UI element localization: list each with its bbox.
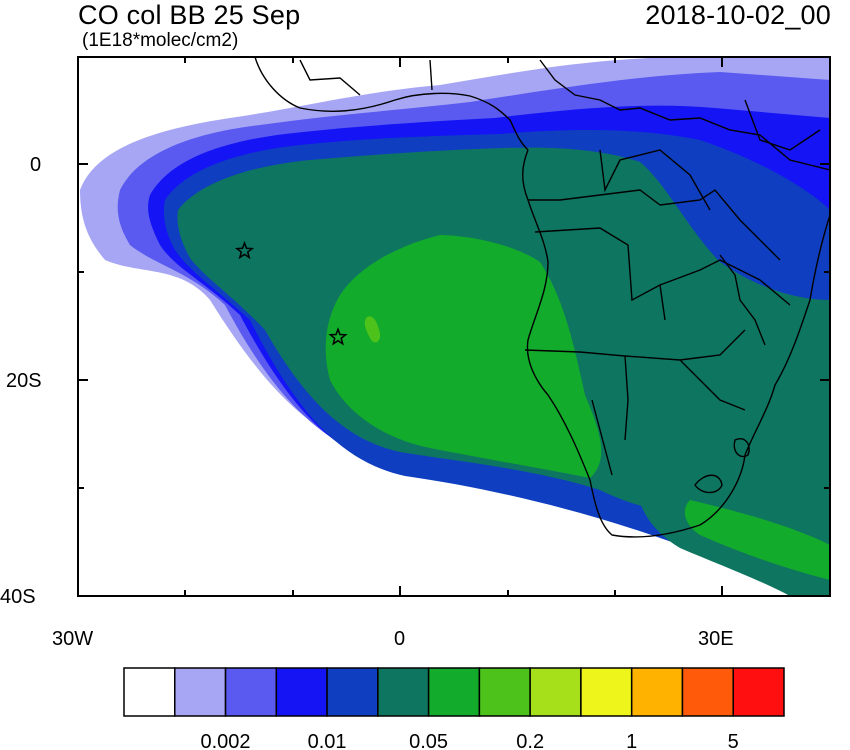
coastline-east-africa bbox=[744, 214, 830, 456]
colorbar-swatch bbox=[529, 667, 582, 717]
coastline-west-africa bbox=[254, 57, 529, 151]
units-label: (1E18*molec/cm2) bbox=[82, 30, 239, 51]
colorbar-swatch bbox=[580, 667, 633, 717]
border-12 bbox=[599, 149, 711, 211]
star-marker-1 bbox=[234, 240, 255, 260]
contour-level-6b bbox=[684, 500, 830, 580]
lat-label-40s: 40S bbox=[0, 586, 36, 608]
border-7 bbox=[659, 259, 791, 306]
lake-1 bbox=[733, 438, 750, 458]
lat-label-20s: 20S bbox=[6, 370, 42, 392]
lon-label-0: 0 bbox=[394, 628, 405, 650]
colorbar-label: 5 bbox=[728, 731, 739, 750]
lon-label-30e: 30E bbox=[698, 628, 734, 650]
colorbar-swatch bbox=[427, 667, 481, 717]
colorbar-swatch bbox=[478, 667, 531, 717]
map-datetime: 2018-10-02_00 bbox=[645, 0, 831, 30]
border-6 bbox=[659, 189, 781, 261]
colorbar-label: 0.2 bbox=[516, 731, 544, 750]
colorbar-swatch bbox=[326, 667, 379, 717]
axis-ticks bbox=[77, 57, 830, 596]
colorbar-label: 0.05 bbox=[409, 731, 448, 750]
colorbar-swatch bbox=[224, 667, 278, 717]
border-14 bbox=[719, 254, 766, 346]
border-8 bbox=[679, 359, 746, 411]
border-13 bbox=[744, 99, 821, 151]
border-5 bbox=[591, 399, 613, 476]
lat-label-0: 0 bbox=[30, 154, 41, 176]
coastlines-borders bbox=[254, 57, 830, 538]
border-2 bbox=[534, 227, 666, 321]
colorbar-label: 1 bbox=[626, 731, 637, 750]
colorbar-swatch bbox=[732, 667, 785, 717]
colorbar-swatch bbox=[377, 667, 430, 717]
lon-label-30w: 30W bbox=[52, 628, 93, 650]
colorbar-swatch bbox=[681, 667, 734, 717]
coastline-southwest-africa bbox=[522, 149, 746, 538]
border-11 bbox=[299, 59, 361, 96]
map-title: CO col BB 25 Sep bbox=[78, 0, 301, 30]
plot-frame bbox=[77, 56, 831, 597]
colorbar-swatch bbox=[275, 667, 328, 717]
border-1 bbox=[528, 189, 661, 206]
colorbar: 0.002 0.01 0.05 0.2 1 5 bbox=[123, 667, 785, 750]
border-10 bbox=[429, 59, 433, 91]
site-markers bbox=[234, 240, 348, 346]
contour-level-7 bbox=[364, 316, 381, 343]
lesotho-border bbox=[694, 474, 723, 494]
colorbar-swatch bbox=[630, 667, 684, 717]
star-marker-2 bbox=[328, 327, 348, 346]
colorbar-swatch bbox=[174, 667, 227, 717]
colorbar-label: 0.01 bbox=[308, 731, 347, 750]
contour-level-6 bbox=[325, 235, 602, 478]
colorbar-label: 0.002 bbox=[200, 731, 250, 750]
colorbar-swatch bbox=[123, 667, 176, 717]
border-9 bbox=[539, 59, 830, 171]
border-4 bbox=[624, 329, 746, 361]
co-concentration-field bbox=[80, 57, 830, 596]
